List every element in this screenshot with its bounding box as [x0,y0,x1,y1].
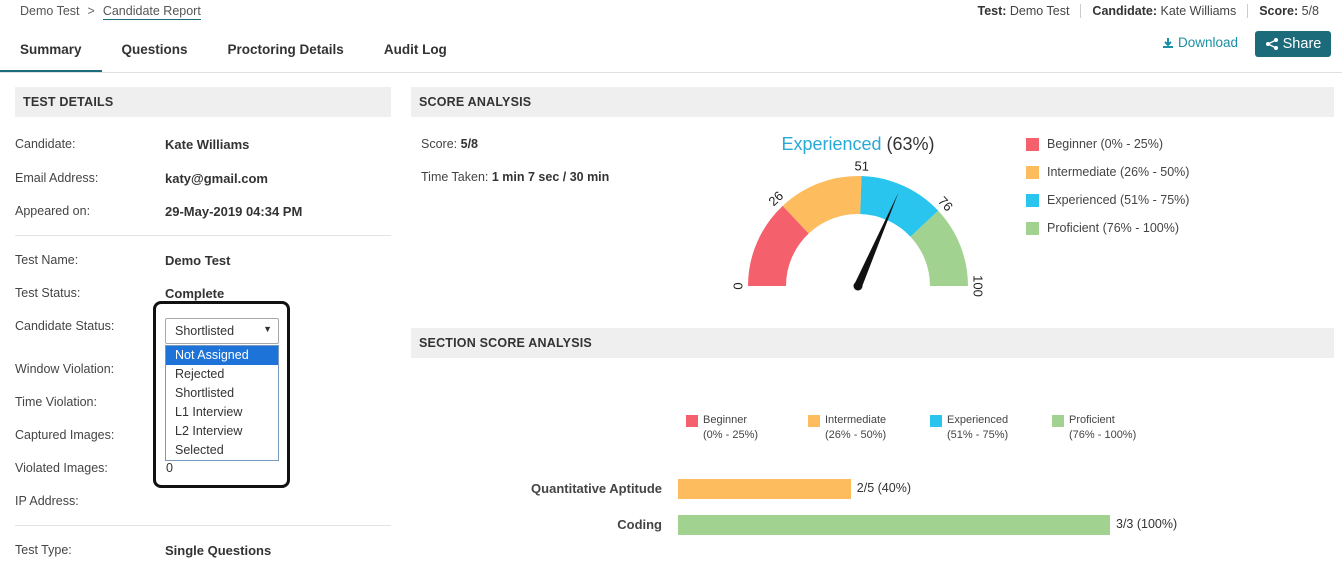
legend-swatch [1026,165,1039,179]
candidate-status-selected: Shortlisted [175,324,235,338]
gauge-hub [853,281,863,291]
section-bar-label: Coding [617,517,662,532]
legend-swatch [1026,137,1039,151]
test-status-value: Complete [165,286,225,301]
gauge-tick-label: 51 [854,160,869,174]
time-taken-line: Time Taken: 1 min 7 sec / 30 min [421,170,610,184]
gauge-percent: (63%) [886,134,935,154]
meta-candidate: Candidate: Kate Williams [1080,4,1247,18]
section-legend-experienced: Experienced (51% - 75%) [930,413,1008,443]
download-icon [1163,37,1173,48]
gauge-needle [854,192,899,288]
gauge-band-3 [910,210,968,286]
section-bar-value: 3/3 (100%) [1116,517,1178,531]
ip-address-label: IP Address: [15,494,79,508]
status-option-not-assigned[interactable]: Not Assigned [166,346,278,365]
details-divider-2 [15,525,391,526]
status-option-l2-interview[interactable]: L2 Interview [175,424,243,438]
report-meta: Test: Demo Test Candidate: Kate Williams… [966,4,1330,18]
email-value: katy@gmail.com [165,171,268,186]
meta-score: Score: 5/8 [1247,4,1330,18]
score-analysis-header: SCORE ANALYSIS [411,87,1334,117]
gauge-title: Experienced (63%) [710,134,1006,155]
candidate-status-options: Not Assigned Rejected Shortlisted L1 Int… [165,345,279,461]
legend-beginner: Beginner (0% - 25%) [1026,137,1163,151]
section-bar [678,479,851,499]
breadcrumb-current[interactable]: Candidate Report [102,4,201,20]
status-option-l1-interview[interactable]: L1 Interview [175,405,243,419]
legend-intermediate: Intermediate (26% - 50%) [1026,165,1189,179]
legend-swatch [1026,193,1039,207]
window-violation-label: Window Violation: [15,362,115,376]
gauge-band-0 [748,205,809,286]
download-label: Download [1178,35,1239,50]
tab-proctoring-details[interactable]: Proctoring Details [227,42,344,57]
legend-proficient: Proficient (76% - 100%) [1026,221,1179,235]
captured-images-label: Captured Images: [15,428,115,442]
section-legend-beginner: Beginner (0% - 25%) [686,413,758,443]
gauge-tick-label: 0 [730,282,745,289]
breadcrumb-separator: > [87,4,95,18]
score-line: Score: 5/8 [421,137,479,151]
candidate-label: Candidate: [15,137,76,151]
candidate-value: Kate Williams [165,137,250,152]
violated-images-label: Violated Images: [15,461,108,475]
share-icon [1265,38,1278,50]
gauge-band-1 [782,176,862,234]
breadcrumb-root[interactable]: Demo Test [20,4,80,18]
violated-images-value: 0 [166,461,173,475]
highlight-frame [153,301,290,488]
status-option-rejected[interactable]: Rejected [175,367,225,381]
test-name-label: Test Name: [15,253,79,267]
time-violation-label: Time Violation: [15,395,97,409]
section-bar-label: Quantitative Aptitude [531,481,662,496]
status-option-shortlisted[interactable]: Shortlisted [175,386,235,400]
email-label: Email Address: [15,171,99,185]
section-legend-proficient: Proficient (76% - 100%) [1052,413,1136,443]
test-details-header: TEST DETAILS [15,87,391,117]
test-type-label: Test Type: [15,543,72,557]
gauge-level: Experienced [781,134,882,154]
test-type-value: Single Questions [165,543,272,558]
tab-summary[interactable]: Summary [0,34,102,73]
test-status-label: Test Status: [15,286,81,300]
breadcrumb: Demo Test > Candidate Report [20,4,201,20]
status-option-selected[interactable]: Selected [175,443,224,457]
tabs-divider [0,72,1342,73]
download-link[interactable]: Download [1162,35,1238,50]
tab-audit-log[interactable]: Audit Log [383,42,447,57]
share-label: Share [1282,36,1322,52]
chevron-down-icon: ▼ [263,324,272,334]
details-divider [15,235,391,236]
section-legend-intermediate: Intermediate (26% - 50%) [808,413,886,443]
legend-experienced: Experienced (51% - 75%) [1026,193,1189,207]
appeared-value: 29-May-2019 04:34 PM [165,204,303,219]
legend-swatch [1026,221,1039,235]
tab-questions[interactable]: Questions [121,42,188,57]
gauge-tick-label: 100 [971,275,986,297]
test-name-value: Demo Test [165,253,231,268]
tab-bar: Summary Questions Proctoring Details Aud… [0,34,467,73]
section-bar [678,515,1110,535]
gauge-band-2 [860,176,939,237]
share-button[interactable]: Share [1255,31,1331,57]
appeared-label: Appeared on: [15,204,91,218]
candidate-status-label: Candidate Status: [15,319,115,333]
section-bar-value: 2/5 (40%) [856,481,911,495]
candidate-status-select[interactable]: Shortlisted ▼ [165,318,279,344]
meta-test: Test: Demo Test [977,4,1070,18]
section-score-header: SECTION SCORE ANALYSIS [411,328,1334,358]
